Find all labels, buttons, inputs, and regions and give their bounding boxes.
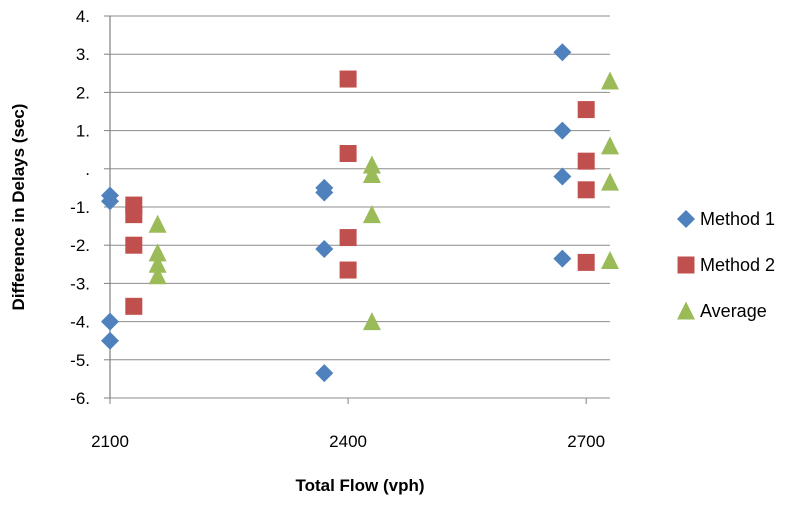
triangle-point (601, 172, 619, 191)
series-average (148, 71, 619, 331)
diamond-point (553, 121, 572, 140)
triangle-point (601, 250, 619, 269)
square-point (339, 70, 357, 88)
diamond-point (315, 364, 334, 383)
x-axis-title: Total Flow (vph) (295, 476, 424, 495)
square-point (125, 297, 143, 315)
legend-item: Method 1 (677, 209, 775, 229)
y-tick-label: -4. (70, 313, 90, 332)
y-tick-label: -5. (70, 351, 90, 370)
diamond-point (315, 240, 334, 259)
triangle-point (148, 266, 167, 285)
x-tick-label: 2400 (329, 432, 367, 451)
diamond-point (101, 312, 119, 331)
square-point (125, 206, 143, 224)
y-tick-label: -2. (70, 236, 90, 255)
diamond-point (553, 249, 572, 268)
legend-item: Method 2 (677, 255, 775, 275)
y-tick-labels: 4. 3. 2. 1.. -1. -2. -3. -4. -5. -6. (70, 7, 90, 408)
legend-label: Method 1 (700, 209, 775, 229)
y-tick-label: 3. (76, 45, 90, 64)
series-method-1 (101, 43, 572, 383)
x-tick-label: 2700 (567, 432, 605, 451)
triangle-point (362, 165, 381, 184)
legend-item: Average (677, 301, 767, 321)
y-axis-title: Difference in Delays (sec) (9, 104, 28, 311)
square-point (125, 236, 143, 254)
legend-triangle-swatch (677, 301, 695, 320)
triangle-point (148, 214, 167, 233)
diamond-point (101, 192, 119, 211)
square-point (577, 253, 595, 271)
x-tick-label: 2100 (91, 432, 129, 451)
legend-label: Average (700, 301, 767, 321)
legend-label: Method 2 (700, 255, 775, 275)
series-method-2 (125, 70, 595, 315)
square-point (339, 145, 357, 163)
y-tick-label: . (85, 160, 90, 179)
y-tick-label: 4. (76, 7, 90, 26)
square-point (577, 181, 595, 199)
triangle-point (148, 243, 167, 262)
triangle-point (362, 155, 381, 174)
diamond-point (553, 167, 572, 186)
square-point (577, 152, 595, 170)
triangle-point (148, 254, 167, 273)
diamond-point (553, 43, 572, 62)
diamond-point (315, 183, 334, 202)
triangle-point (362, 205, 381, 224)
triangle-point (601, 71, 619, 90)
square-point (339, 261, 357, 279)
data-markers (101, 43, 619, 383)
y-tick-label: -1. (70, 198, 90, 217)
legend-diamond-swatch (677, 210, 695, 228)
y-tick-label: -6. (70, 389, 90, 408)
triangle-point (362, 312, 381, 331)
legend: Method 1 Method 2 Average (677, 209, 775, 321)
y-tick-label: 1. (76, 122, 90, 141)
legend-square-swatch (677, 256, 695, 274)
x-tick-labels: 2100 2400 2700 (91, 432, 605, 451)
triangle-point (601, 136, 619, 155)
gridlines (104, 15, 610, 404)
square-point (339, 229, 357, 247)
square-point (577, 101, 595, 119)
y-tick-label: 2. (76, 83, 90, 102)
diamond-point (101, 331, 119, 350)
y-tick-label: -3. (70, 274, 90, 293)
